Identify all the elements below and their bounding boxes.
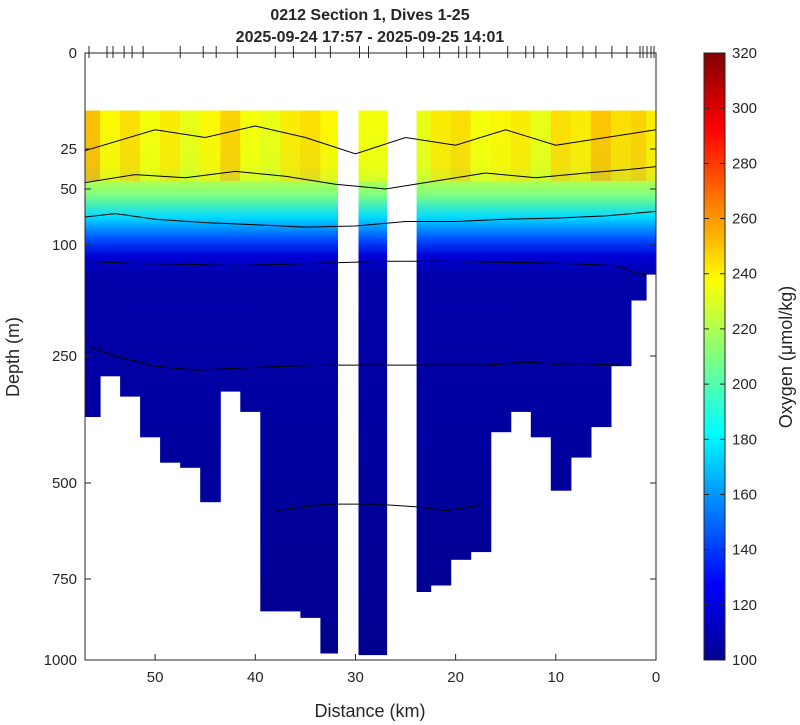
profile-column [160,110,181,463]
colorbar-tick-label: 120 [732,597,757,614]
y-tick-label: 25 [60,141,77,158]
profile-column [450,110,472,560]
surface-oxygen-patch [470,110,492,181]
surface-oxygen-patch [300,110,321,181]
y-tick-label: 1000 [44,652,77,669]
surface-oxygen-patch [85,110,101,181]
profile-column [240,110,261,412]
chart-title-line-2: 2025-09-24 17:57 - 2025-09-25 14:01 [236,29,505,46]
contour-line-240 [85,125,656,155]
surface-oxygen-patch [530,110,552,181]
surface-oxygen-patch [570,110,592,181]
y-tick-label: 100 [52,237,77,254]
profile-column [430,110,452,586]
surface-oxygen-patch [430,110,452,181]
y-tick-label: 750 [52,571,77,588]
x-tick-label: 50 [147,669,164,686]
profile-column [85,110,101,417]
contour-line-150 [85,210,656,228]
profile-column [300,110,321,618]
x-tick-label: 0 [652,669,660,686]
colorbar-tick-label: 300 [732,100,757,117]
surface-oxygen-patch [631,110,647,181]
colorbar-tick-label: 200 [732,376,757,393]
colorbar-tick-label: 320 [732,45,757,62]
profile-column [490,110,512,433]
surface-oxygen-patch [590,110,612,181]
x-axis: 50 40 30 20 10 0 [147,654,660,686]
surface-oxygen-patch [260,110,281,181]
x-tick-label: 30 [347,669,364,686]
y-tick-label: 500 [52,475,77,492]
profile-column [550,110,572,491]
surface-oxygen-patch [240,110,261,181]
surface-oxygen-patch [280,110,301,181]
y-axis: 0 25 50 100 250 500 750 1000 [44,45,656,669]
surface-oxygen-patch [200,110,221,181]
dive-location-ticks [88,46,655,58]
y-tick-label: 0 [69,45,77,62]
contour-line-105 [275,503,481,512]
profile-column [646,110,656,275]
profile-column [180,110,201,468]
surface-oxygen-patch [320,110,338,181]
profile-column [200,110,221,503]
surface-oxygen-patch [160,110,181,181]
profile-column [320,110,338,654]
surface-oxygen-patch [220,110,241,181]
surface-oxygen-patch [180,110,201,181]
x-axis-label: Distance (km) [314,701,425,721]
contour-line-120 [85,260,647,276]
contour-line-110 [89,346,621,371]
chart-title-line-1: 0212 Section 1, Dives 1-25 [270,7,469,24]
profile-column [140,110,161,438]
colorbar-tick-label: 220 [732,321,757,338]
colorbar-tick-label: 100 [732,652,757,669]
contour-line-200 [85,166,656,190]
colorbar-ticks: 100 120 140 160 180 200 220 240 260 280 300 320 [704,45,757,669]
y-tick-label: 250 [52,348,77,365]
contour-lines [85,125,656,512]
colorbar-tick-label: 140 [732,542,757,559]
profile-column [570,110,592,458]
surface-oxygen-patch [490,110,512,181]
surface-oxygen-patch [358,110,388,181]
surface-oxygen-patch [120,110,141,181]
profile-column [280,110,301,612]
surface-oxygen-patch [550,110,572,181]
colorbar-tick-label: 180 [732,431,757,448]
profile-column [530,110,552,438]
profile-column [260,110,281,612]
surface-oxygen-patch [140,110,161,181]
surface-oxygen-patch [450,110,472,181]
y-axis-label: Depth (m) [3,317,23,397]
x-tick-label: 20 [447,669,464,686]
x-tick-label: 10 [547,669,564,686]
colorbar-tick-label: 260 [732,211,757,228]
oxygen-profiles [85,110,656,656]
profile-column [416,110,432,592]
surface-oxygen-patch [416,110,432,181]
colorbar-tick-label: 160 [732,487,757,504]
profile-column [510,110,532,412]
colorbar-tick-label: 280 [732,155,757,172]
profile-column [358,110,388,656]
colorbar-label: Oxygen (μmol/kg) [776,286,796,428]
surface-oxygen-patch [510,110,532,181]
surface-oxygen-patch [100,110,121,181]
surface-oxygen-patch [610,110,632,181]
profile-column [590,110,612,428]
colorbar-tick-label: 240 [732,266,757,283]
x-tick-label: 40 [247,669,264,686]
surface-oxygen-patch [646,110,656,181]
y-tick-label: 50 [60,181,77,198]
colorbar [703,52,726,661]
profile-column [120,110,141,397]
